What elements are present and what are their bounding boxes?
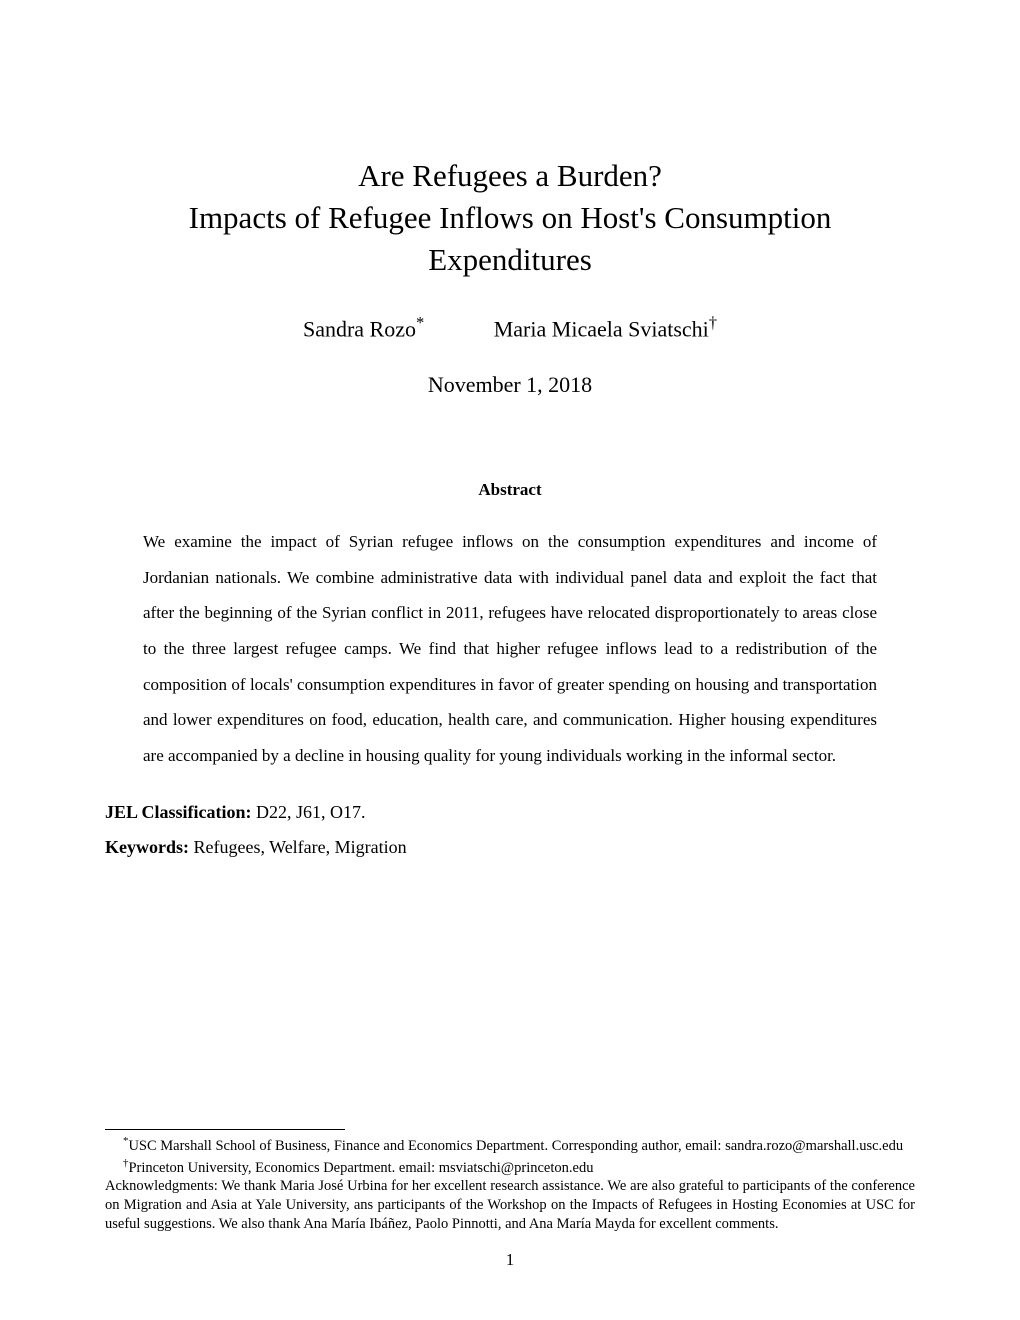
jel-classification: JEL Classification: D22, J61, O17.	[105, 800, 915, 825]
title-line-3: Expenditures	[428, 242, 592, 277]
footnote-acknowledgments: Acknowledgments: We thank Maria José Urb…	[105, 1177, 915, 1234]
footnote-rule	[105, 1129, 345, 1130]
author-1-marker: *	[416, 313, 424, 332]
jel-value: D22, J61, O17.	[252, 802, 366, 822]
footnotes-block: *USC Marshall School of Business, Financ…	[105, 1134, 915, 1234]
vertical-spacer	[105, 870, 915, 1129]
paper-page: Are Refugees a Burden? Impacts of Refuge…	[0, 0, 1020, 1320]
author-2-marker: †	[709, 313, 717, 332]
footnote-1-text: USC Marshall School of Business, Finance…	[128, 1138, 903, 1154]
footnote-affiliation-2: †Princeton University, Economics Departm…	[105, 1156, 915, 1178]
paper-title: Are Refugees a Burden? Impacts of Refuge…	[105, 155, 915, 281]
title-line-2: Impacts of Refugee Inflows on Host's Con…	[189, 200, 832, 235]
author-1-name: Sandra Rozo	[303, 316, 416, 341]
author-2: Maria Micaela Sviatschi†	[494, 313, 717, 342]
paper-date: November 1, 2018	[105, 372, 915, 398]
title-line-1: Are Refugees a Burden?	[358, 158, 662, 193]
keywords-label: Keywords:	[105, 837, 189, 857]
page-number: 1	[105, 1250, 915, 1270]
abstract-body: We examine the impact of Syrian refugee …	[143, 524, 877, 774]
author-1: Sandra Rozo*	[303, 313, 424, 342]
jel-label: JEL Classification:	[105, 802, 252, 822]
author-block: Sandra Rozo* Maria Micaela Sviatschi†	[105, 313, 915, 342]
footnote-affiliation-1: *USC Marshall School of Business, Financ…	[105, 1134, 915, 1156]
keywords-value: Refugees, Welfare, Migration	[189, 837, 407, 857]
footnote-2-text: Princeton University, Economics Departme…	[128, 1160, 593, 1176]
author-2-name: Maria Micaela Sviatschi	[494, 316, 709, 341]
abstract-heading: Abstract	[105, 480, 915, 500]
keywords: Keywords: Refugees, Welfare, Migration	[105, 835, 915, 860]
